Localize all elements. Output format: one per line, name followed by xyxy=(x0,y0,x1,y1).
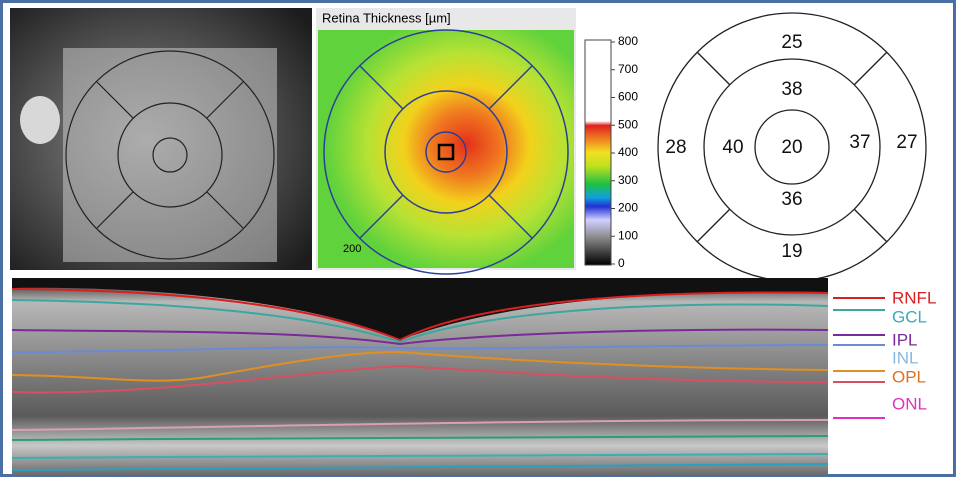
colorbar-tick-label: 100 xyxy=(618,228,638,242)
oct-bscan xyxy=(12,278,828,475)
layer-label: RNFL xyxy=(892,288,936,307)
thickness-map: Retina Thickness [µm] 200 xyxy=(316,8,576,274)
layer-label: INL xyxy=(892,348,918,367)
layer-label: IPL xyxy=(892,330,918,349)
colorbar-tick-label: 400 xyxy=(618,145,638,159)
etdrs-value: 28 xyxy=(665,137,686,158)
colorbar-tick-label: 300 xyxy=(618,173,638,187)
etdrs-value: 36 xyxy=(781,189,802,210)
etdrs-value: 19 xyxy=(781,241,802,262)
layer-label: ONL xyxy=(892,394,927,413)
etdrs-value: 37 xyxy=(849,132,870,153)
layer-label: GCL xyxy=(892,307,927,326)
colorbar-tick-label: 600 xyxy=(618,90,638,104)
etdrs-value: 25 xyxy=(781,32,802,53)
colorbar-tick-label: 0 xyxy=(618,256,625,270)
etdrs-value: 38 xyxy=(781,79,802,100)
figure: Retina Thickness [µm] 200 0 100 200 300 400 5… xyxy=(0,0,956,477)
colorbar-tick-label: 200 xyxy=(618,201,638,215)
etdrs-value: 40 xyxy=(722,137,743,158)
layer-label: OPL xyxy=(892,367,926,386)
etdrs-value: 20 xyxy=(781,137,802,158)
colorbar-tick-label: 800 xyxy=(618,34,638,48)
fundus-image xyxy=(10,8,312,270)
map-title: Retina Thickness [µm] xyxy=(322,10,451,25)
scale-label: 200 xyxy=(343,243,361,255)
colorbar-tick-label: 700 xyxy=(618,62,638,76)
etdrs-value: 27 xyxy=(896,132,917,153)
colorbar-tick-label: 500 xyxy=(618,117,638,131)
